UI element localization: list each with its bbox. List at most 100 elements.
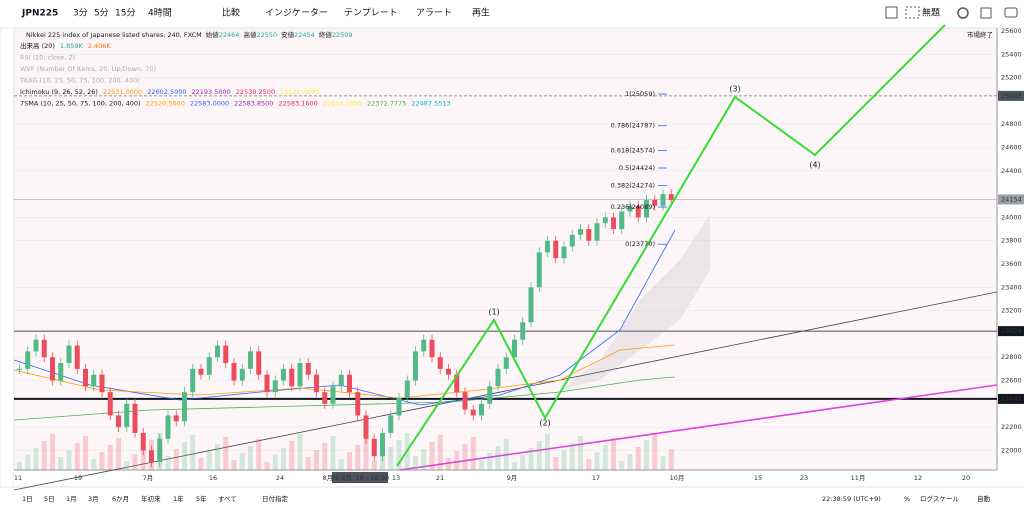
price-mark-label: 25043: [1001, 92, 1022, 100]
candle: [380, 432, 385, 457]
volume-bar: [165, 456, 171, 470]
range-button[interactable]: 1日: [22, 495, 33, 503]
indicator-legend: WVF (Number Of Items, 20, Up/Down, 70): [20, 65, 156, 73]
volume-bar: [330, 436, 336, 470]
price-tick-label: 24600: [1001, 144, 1022, 152]
indicator-legend: TKAG (10, 25, 50, 75, 100, 200, 400): [19, 77, 140, 85]
candle: [17, 368, 22, 370]
range-button[interactable]: 5年: [196, 494, 207, 503]
volume-bar: [495, 446, 501, 470]
layout-name[interactable]: 無題: [922, 7, 940, 19]
price-tick-label: 25400: [1001, 50, 1022, 58]
time-tick-label: 7月: [143, 474, 154, 482]
volume-bar: [314, 450, 319, 470]
ohlc-value: 22464: [219, 31, 240, 39]
volume-bar: [83, 436, 88, 470]
time-tick-label: 19: [74, 474, 82, 482]
candle: [91, 374, 97, 387]
time-tick-label: 23: [800, 474, 808, 482]
interval-button[interactable]: 3分: [73, 8, 88, 19]
candle: [569, 234, 575, 247]
symbol[interactable]: JPN225: [21, 9, 58, 19]
compare-button[interactable]: 比較: [222, 7, 240, 19]
elliott-wave: [396, 24, 946, 467]
range-button[interactable]: 年初来: [141, 494, 161, 503]
volume-bar: [503, 439, 509, 470]
volume-bar: [17, 462, 22, 470]
volume-bar: [652, 433, 658, 470]
time-tick-label: 24: [276, 474, 284, 482]
fullscreen-icon[interactable]: [980, 7, 992, 19]
camera-icon[interactable]: [1004, 7, 1018, 18]
candle: [173, 415, 179, 422]
candle: [578, 229, 583, 235]
candle: [305, 363, 311, 375]
volume-bar: [561, 450, 567, 470]
candle: [107, 392, 113, 416]
volume-bar: [149, 440, 154, 470]
candle: [347, 374, 352, 393]
volume-bar: [602, 445, 608, 470]
clock: 22:38:59 (UTC+9): [822, 495, 881, 503]
time-tick-label: 12: [914, 474, 922, 482]
range-button[interactable]: 1月: [66, 495, 77, 503]
time-tick-label: 11: [14, 474, 22, 482]
candle: [231, 363, 237, 381]
ichimoku-cloud: [560, 214, 710, 390]
auto-toggle[interactable]: 自動: [977, 494, 991, 503]
volume-bar: [363, 438, 369, 470]
volume-bar: [231, 460, 237, 470]
indicators-button[interactable]: インジケーター: [265, 8, 328, 19]
range-button[interactable]: 6か月: [112, 495, 129, 503]
ohlc-label: 始値: [206, 30, 220, 39]
range-button[interactable]: 3月: [88, 495, 99, 503]
interval-button[interactable]: 15分: [115, 8, 135, 19]
indicator-value: 22614.5050: [323, 100, 362, 108]
indicator-legend: 出来高 (20) 1.859K 2.406K: [20, 41, 111, 50]
volume-bar: [66, 450, 72, 470]
volume-bar: [297, 434, 303, 470]
date-range-button[interactable]: 日付指定: [262, 494, 289, 503]
volume-bar: [594, 452, 600, 470]
candle: [74, 345, 80, 369]
volume-bar: [388, 447, 394, 470]
time-tick-label: 8月: [323, 474, 334, 482]
range-button[interactable]: すべて: [218, 495, 237, 503]
checkbox[interactable]: [885, 6, 898, 19]
volume-bar: [421, 449, 427, 470]
candle: [99, 374, 105, 393]
wave-label: (3): [729, 85, 740, 94]
templates-button[interactable]: テンプレート: [344, 8, 398, 19]
settings-icon[interactable]: [957, 7, 969, 19]
fib-label: 0.5(24424): [619, 164, 655, 172]
alert-button[interactable]: アラート: [416, 8, 452, 19]
replay-button[interactable]: 再生: [472, 7, 490, 19]
price-label-box: [998, 90, 1024, 101]
candle: [553, 240, 559, 259]
volume-bar: [264, 462, 270, 470]
volume-bar: [545, 434, 550, 470]
percent-toggle[interactable]: %: [904, 495, 910, 503]
wave-label: (2): [539, 419, 550, 428]
indicator-value: 22583.8500: [234, 100, 273, 108]
interval-button[interactable]: 5分: [94, 8, 109, 19]
top-toolbar: [0, 0, 1024, 28]
volume-bar: [380, 454, 385, 470]
candle: [660, 194, 666, 206]
volume-bar: [627, 454, 633, 470]
indicator-value: 2.406K: [88, 42, 112, 50]
price-tick-label: 22200: [1001, 423, 1022, 431]
interval-button[interactable]: 4時間: [148, 8, 172, 19]
ohlc-value: 22454: [294, 31, 315, 39]
range-button[interactable]: 5日: [44, 495, 55, 503]
volume-bar: [462, 444, 468, 470]
volume-bar: [569, 443, 575, 470]
time-axis: [14, 470, 997, 487]
volume-bar: [140, 447, 146, 470]
range-button[interactable]: 1年: [173, 494, 184, 503]
trend-line: [399, 384, 998, 471]
volume-bar: [338, 459, 344, 470]
log-toggle[interactable]: ログスケール: [920, 494, 960, 503]
candle: [470, 409, 476, 416]
volume-bar: [124, 461, 130, 470]
